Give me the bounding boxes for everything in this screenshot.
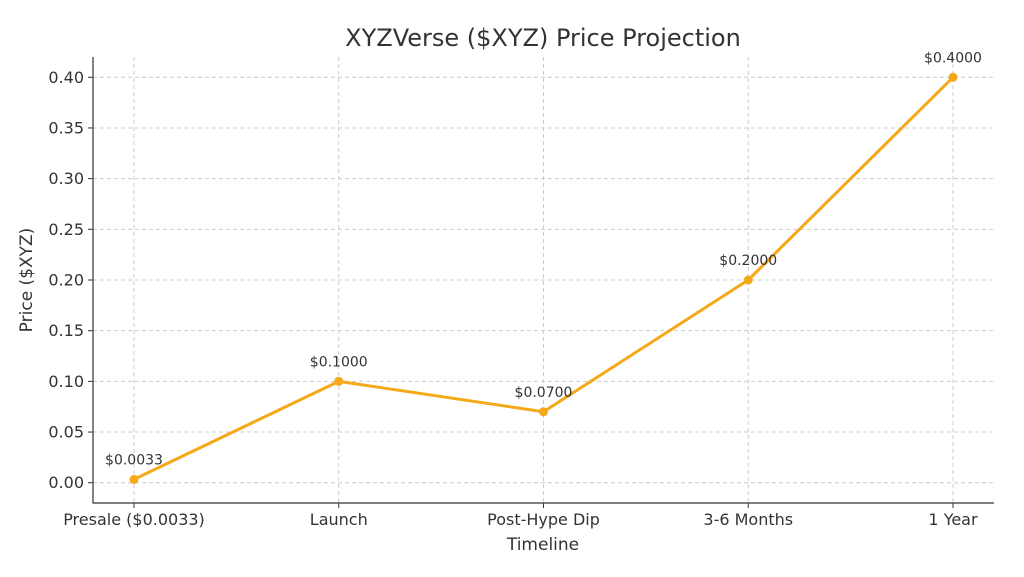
x-tick-label: Launch <box>310 510 368 529</box>
x-tick-label: 3-6 Months <box>703 510 793 529</box>
grid-lines <box>93 57 994 503</box>
y-tick-label: 0.30 <box>48 169 84 188</box>
price-series <box>129 72 958 484</box>
data-point <box>129 474 139 484</box>
y-tick-label: 0.25 <box>48 220 84 239</box>
y-tick-label: 0.40 <box>48 68 84 87</box>
data-label: $0.1000 <box>310 354 368 370</box>
y-tick-label: 0.35 <box>48 118 84 137</box>
y-tick-label: 0.20 <box>48 271 84 290</box>
data-point <box>334 376 344 386</box>
y-tick-label: 0.00 <box>48 473 84 492</box>
x-tick-label: Post-Hype Dip <box>487 510 600 529</box>
data-label: $0.2000 <box>719 253 777 269</box>
y-tick-label: 0.05 <box>48 423 84 442</box>
x-tick-label: Presale ($0.0033) <box>63 510 205 529</box>
y-tick-label: 0.15 <box>48 321 84 340</box>
data-point <box>948 72 958 82</box>
y-axis-label: Price ($XYZ) <box>17 228 37 333</box>
data-point <box>539 407 548 417</box>
data-label: $0.4000 <box>924 50 982 66</box>
y-tick-label: 0.10 <box>48 372 84 391</box>
axis-spines <box>92 57 994 504</box>
x-axis-label: Timeline <box>506 535 579 555</box>
axes: 0.00 0.05 0.10 0.15 0.20 0.25 0.30 0.35 0.40 Pres… <box>48 57 994 529</box>
chart-title: XYZVerse ($XYZ) Price Projection <box>345 24 741 52</box>
data-labels: $0.0033 $0.1000 $0.0700 $0.2000 $0.4000 <box>105 50 982 468</box>
x-tick-label: 1 Year <box>928 510 978 529</box>
data-point <box>743 275 753 285</box>
data-label: $0.0700 <box>515 385 573 401</box>
data-label: $0.0033 <box>105 452 163 468</box>
